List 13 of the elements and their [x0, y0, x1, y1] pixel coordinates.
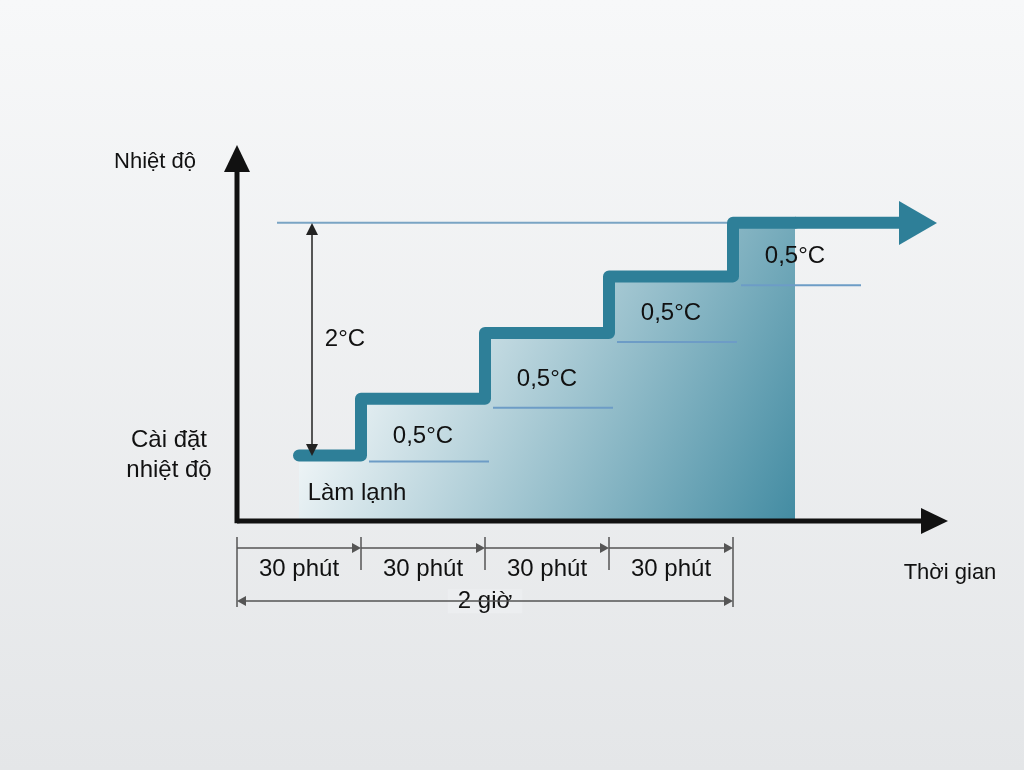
annotation: 0,5°C [515, 363, 579, 392]
text: Cài đặt nhiệt độ [126, 425, 212, 483]
annotation: Làm lạnh [307, 477, 407, 505]
annotation: 0,5°C [391, 420, 455, 449]
annotation: 0,5°C [639, 298, 703, 327]
annotation: 2°C [324, 323, 366, 351]
x-tick-label: 30 phút [382, 554, 464, 582]
x-axis-title: Thời gian [903, 559, 997, 585]
x-tick-label: 30 phút [506, 554, 588, 582]
text: 2 giờ [457, 585, 513, 613]
x-tick-label: 30 phút [258, 554, 340, 582]
x-tick-label: 30 phút [630, 554, 712, 582]
y-axis-title: Nhiệt độ [114, 148, 196, 174]
